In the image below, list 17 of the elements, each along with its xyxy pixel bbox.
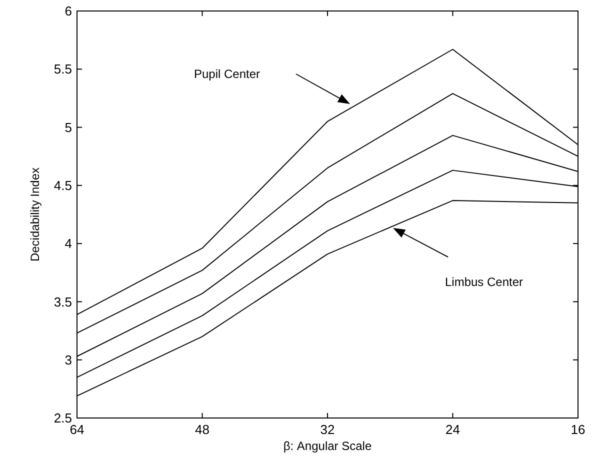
x-tick-label: 24	[446, 422, 460, 437]
y-tick-label: 5	[64, 120, 72, 135]
x-tick-label: 32	[320, 422, 335, 437]
x-tick-label: 48	[195, 422, 210, 437]
y-tick-label: 5.5	[54, 62, 72, 77]
x-tick-label: 64	[70, 422, 84, 437]
y-tick-label: 6	[64, 4, 72, 19]
x-axis-title: β: Angular Scale	[283, 439, 372, 453]
y-axis-title: Decidability Index	[28, 167, 42, 262]
y-tick-label: 3	[64, 352, 72, 368]
annotation: Limbus Center	[445, 275, 524, 289]
y-tick-label: 2.5	[54, 410, 72, 426]
y-tick-label: 4.5	[54, 178, 72, 193]
y-tick-label: 4	[64, 236, 72, 252]
x-tick-label: 16	[570, 422, 586, 437]
annotation: Pupil Center	[194, 67, 260, 81]
y-tick-label: 3.5	[54, 294, 72, 310]
